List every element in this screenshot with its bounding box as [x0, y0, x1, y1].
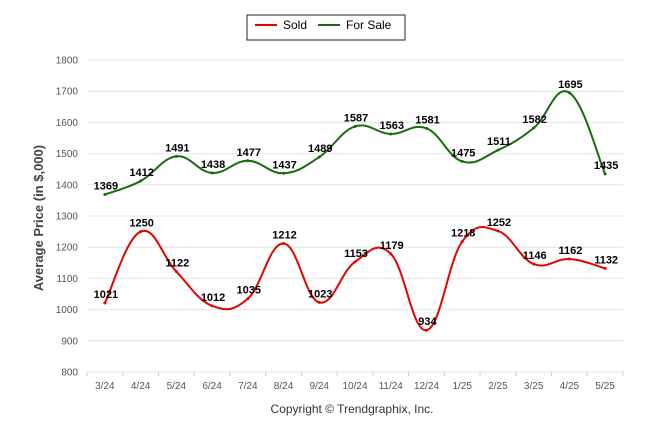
data-label-sold: 1179: [380, 240, 404, 252]
data-point-sold: [317, 300, 321, 304]
data-label-for-sale: 1477: [237, 147, 261, 159]
y-tick-label: 1600: [56, 118, 79, 129]
data-label-for-sale: 1491: [165, 142, 189, 154]
data-point-for-sale: [532, 126, 536, 130]
x-tick-label: 6/24: [202, 381, 222, 392]
data-point-sold: [532, 262, 536, 266]
x-tick-label: 3/24: [95, 381, 115, 392]
copyright-credit: Copyright © Trendgraphix, Inc.: [271, 402, 434, 416]
data-point-for-sale: [317, 155, 321, 159]
data-label-sold: 1035: [237, 285, 261, 297]
y-tick-label: 800: [61, 368, 78, 379]
data-point-sold: [460, 240, 464, 244]
data-label-sold: 1132: [594, 254, 618, 266]
data-point-sold: [353, 260, 357, 264]
data-label-for-sale: 1435: [594, 160, 618, 172]
y-tick-label: 1500: [56, 149, 79, 160]
data-label-for-sale: 1563: [379, 120, 403, 132]
data-label-sold: 1153: [344, 248, 368, 260]
data-label-sold: 1252: [487, 217, 511, 229]
data-label-sold: 1012: [201, 292, 225, 304]
x-tick-label: 5/24: [167, 381, 187, 392]
legend-box: [246, 14, 406, 41]
y-axis-title: Average Price (in $,000): [31, 145, 46, 291]
data-point-for-sale: [353, 124, 357, 128]
data-label-sold: 1162: [558, 245, 582, 257]
x-tick-label: 9/24: [310, 381, 330, 392]
data-label-for-sale: 1582: [522, 114, 546, 126]
y-tick-label: 1800: [56, 56, 79, 67]
data-point-for-sale: [139, 179, 143, 183]
y-tick-label: 1100: [56, 274, 78, 285]
x-tick-label: 4/24: [131, 381, 151, 392]
y-tick-label: 900: [61, 336, 78, 347]
data-label-for-sale: 1581: [415, 114, 439, 126]
data-point-sold: [246, 297, 250, 301]
data-labels: 1021 1250 1122 1012 1035 1212 1023 1153 1179 934 1…: [94, 79, 619, 328]
y-tick-label: 1000: [56, 305, 79, 316]
data-label-sold: 1212: [272, 229, 296, 241]
data-point-for-sale: [282, 171, 286, 175]
data-point-sold: [103, 301, 107, 305]
data-label-for-sale: 1489: [308, 143, 332, 155]
legend-label-sold: Sold: [283, 18, 307, 32]
y-tick-label: 1700: [56, 87, 79, 98]
x-tick-label: 12/24: [414, 381, 439, 392]
data-point-for-sale: [567, 91, 571, 95]
data-point-sold: [603, 266, 607, 270]
data-point-sold: [567, 257, 571, 261]
data-label-sold: 1023: [308, 288, 332, 300]
legend: Sold For Sale: [246, 14, 406, 41]
data-point-sold: [389, 252, 393, 256]
grid: [86, 59, 624, 376]
data-point-sold: [210, 304, 214, 308]
data-label-for-sale: 1438: [201, 159, 225, 171]
y-tick-label: 1400: [56, 180, 79, 191]
y-tick-label: 1200: [56, 243, 79, 254]
data-point-for-sale: [103, 192, 107, 196]
x-tick-label: 10/24: [342, 381, 367, 392]
x-tick-label: 2/25: [488, 381, 508, 392]
data-point-for-sale: [246, 159, 250, 163]
data-label-sold: 1250: [129, 218, 153, 230]
data-point-sold: [139, 230, 143, 234]
data-label-for-sale: 1369: [94, 180, 118, 192]
data-point-for-sale: [389, 132, 393, 136]
legend-label-for-sale: For Sale: [346, 18, 392, 32]
data-label-sold: 1218: [451, 228, 475, 240]
y-tick-label: 1300: [56, 212, 79, 223]
series: [103, 90, 607, 332]
data-point-sold: [496, 229, 500, 233]
data-point-sold: [174, 270, 178, 274]
data-point-for-sale: [174, 154, 178, 158]
data-point-for-sale: [496, 148, 500, 152]
data-point-sold: [424, 328, 428, 332]
data-label-for-sale: 1587: [344, 112, 368, 124]
data-label-for-sale: 1412: [129, 167, 153, 179]
x-tick-label: 1/25: [452, 381, 472, 392]
data-point-for-sale: [424, 126, 428, 130]
data-label-sold: 1021: [94, 289, 118, 301]
data-label-sold: 934: [418, 316, 437, 328]
x-tick-label: 5/25: [595, 381, 615, 392]
x-tick-label: 4/25: [560, 381, 580, 392]
data-label-sold: 1146: [523, 250, 547, 262]
data-point-sold: [282, 241, 286, 245]
data-point-for-sale: [460, 159, 464, 163]
data-label-for-sale: 1475: [451, 147, 475, 159]
data-label-for-sale: 1695: [558, 79, 582, 91]
x-tick-label: 3/25: [524, 381, 544, 392]
data-label-for-sale: 1511: [487, 136, 511, 148]
data-label-sold: 1122: [165, 258, 189, 270]
x-tick-label: 11/24: [379, 381, 404, 392]
data-point-for-sale: [210, 171, 214, 175]
x-axis-ticks: 3/24 4/24 5/24 6/24 7/24 8/24 9/24 10/24 11/24 12…: [95, 381, 615, 392]
x-tick-label: 8/24: [274, 381, 294, 392]
x-tick-label: 7/24: [238, 381, 258, 392]
data-point-for-sale: [603, 172, 607, 176]
data-label-for-sale: 1437: [272, 159, 296, 171]
y-axis-ticks: 800 900 1000 1100 1200 1300 1400 1500 1600 1700 18…: [56, 56, 79, 379]
